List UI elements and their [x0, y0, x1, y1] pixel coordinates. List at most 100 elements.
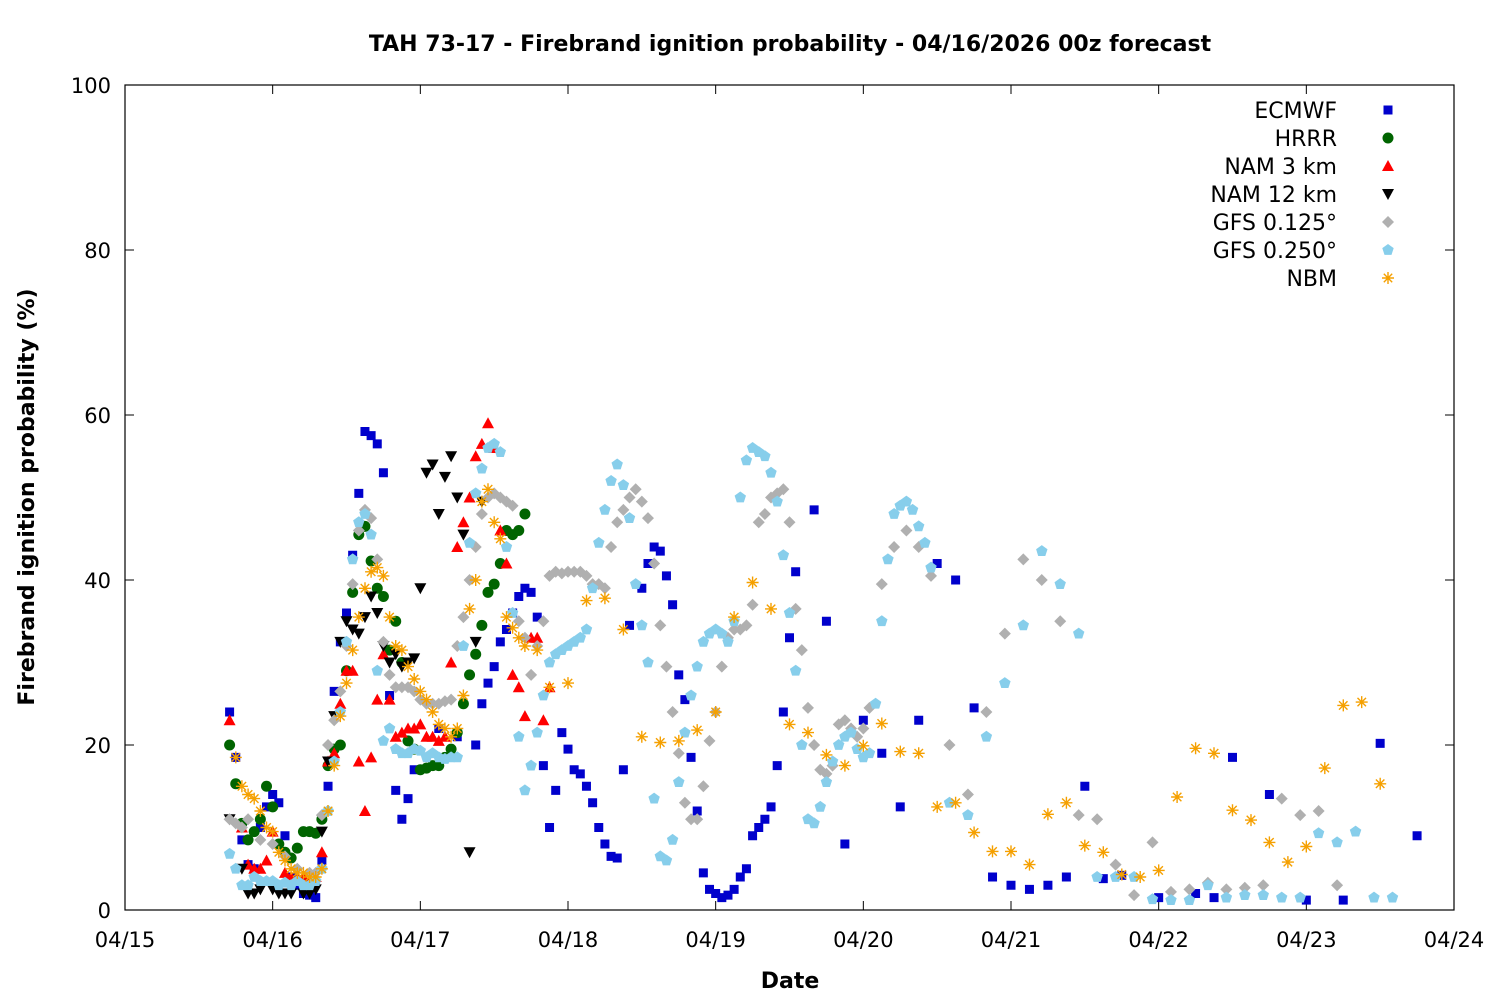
point-gfs-0-250 [722, 635, 734, 647]
point-nam-3-km [278, 866, 291, 878]
point-ecmwf [717, 893, 727, 903]
point-gfs-0-250 [1220, 891, 1233, 903]
point-ecmwf [391, 785, 401, 795]
point-ecmwf [1024, 884, 1034, 894]
point-gfs-0-250 [586, 582, 599, 594]
point-ecmwf [594, 823, 604, 832]
point-gfs-0-125 [475, 508, 488, 520]
legend-marker [1382, 132, 1394, 144]
point-gfs-0-250 [242, 879, 254, 891]
point-gfs-0-125 [943, 739, 956, 751]
point-nbm [285, 862, 298, 875]
point-gfs-0-125 [1017, 553, 1030, 566]
point-nam-12-km [426, 459, 439, 471]
point-ecmwf [1375, 738, 1385, 748]
series-nbm [229, 483, 1387, 883]
point-nbm [266, 825, 279, 838]
point-ecmwf [342, 608, 351, 618]
legend-marker [1382, 189, 1394, 200]
point-nam-12-km [383, 657, 396, 669]
point-nam-3-km [377, 648, 390, 660]
point-gfs-0-250 [913, 520, 925, 532]
legend-label: HRRR [1275, 127, 1337, 152]
point-gfs-0-250 [1386, 891, 1399, 903]
y-tick-label: 60 [84, 404, 111, 428]
point-ecmwf [317, 856, 327, 865]
point-nbm [1171, 791, 1184, 803]
point-gfs-0-250 [1312, 827, 1325, 839]
point-nbm [291, 866, 304, 879]
point-ecmwf [397, 814, 407, 824]
point-gfs-0-125 [371, 553, 384, 566]
legend-label: ECMWF [1254, 99, 1337, 124]
point-nbm [1189, 742, 1202, 755]
point-gfs-0-250 [691, 660, 703, 672]
point-nbm [506, 621, 519, 634]
point-gfs-0-125 [888, 541, 901, 553]
point-nbm [531, 644, 544, 657]
point-nbm [235, 780, 248, 793]
point-ecmwf [649, 542, 659, 552]
point-gfs-0-250 [734, 491, 746, 503]
point-ecmwf [785, 633, 794, 643]
point-nam-3-km [346, 664, 359, 676]
point-nbm [562, 677, 574, 690]
point-hrrr [482, 586, 494, 598]
point-nam-3-km [328, 747, 341, 759]
point-gfs-0-250 [1276, 891, 1288, 903]
x-tick-label: 04/18 [538, 928, 599, 952]
point-nam-12-km [303, 888, 316, 900]
point-hrrr [242, 834, 254, 846]
point-nbm [691, 724, 704, 737]
point-nbm [402, 660, 414, 673]
point-gfs-0-250 [519, 784, 531, 796]
point-gfs-0-125 [242, 813, 255, 826]
point-gfs-0-250 [1146, 893, 1159, 905]
point-ecmwf [1098, 874, 1108, 884]
point-ecmwf [895, 802, 905, 812]
point-nam-3-km [223, 714, 236, 726]
point-nam-3-km [494, 524, 507, 536]
point-gfs-0-250 [771, 495, 783, 507]
point-gfs-0-250 [697, 635, 710, 647]
point-ecmwf [403, 794, 413, 804]
point-ecmwf [668, 600, 678, 610]
point-gfs-0-250 [506, 607, 519, 618]
point-nam-3-km [469, 450, 482, 462]
x-tick-label: 04/17 [390, 928, 451, 952]
point-gfs-0-125 [377, 635, 390, 648]
point-hrrr [402, 735, 414, 747]
point-gfs-0-250 [371, 664, 383, 676]
point-gfs-0-250 [777, 549, 790, 561]
point-nbm [309, 871, 322, 883]
point-gfs-0-125 [728, 623, 741, 636]
point-nbm [475, 495, 488, 508]
data-points [223, 417, 1422, 905]
point-hrrr [254, 813, 266, 825]
point-nbm [469, 574, 482, 586]
point-ecmwf [514, 592, 524, 601]
point-gfs-0-125 [752, 516, 765, 529]
point-gfs-0-250 [679, 726, 691, 738]
point-hrrr [261, 780, 273, 792]
point-gfs-0-250 [888, 508, 900, 519]
point-gfs-0-250 [359, 508, 371, 519]
point-gfs-0-250 [796, 739, 808, 750]
point-ecmwf [1043, 880, 1053, 890]
point-ecmwf [409, 765, 419, 775]
point-gfs-0-125 [715, 660, 728, 673]
point-nbm [395, 644, 408, 657]
series-gfs-0-250 [223, 437, 1399, 905]
point-gfs-0-125 [1275, 792, 1288, 805]
point-ecmwf [1412, 831, 1422, 841]
point-gfs-0-250 [457, 640, 470, 651]
point-nbm [254, 805, 267, 817]
point-ecmwf [791, 567, 801, 577]
point-gfs-0-125 [537, 615, 550, 628]
point-nbm [488, 516, 501, 529]
point-gfs-0-125 [254, 833, 267, 846]
point-gfs-0-250 [999, 677, 1011, 688]
point-ecmwf [661, 571, 671, 581]
point-nam-3-km [358, 805, 371, 816]
x-tick-label: 04/22 [1128, 928, 1189, 952]
